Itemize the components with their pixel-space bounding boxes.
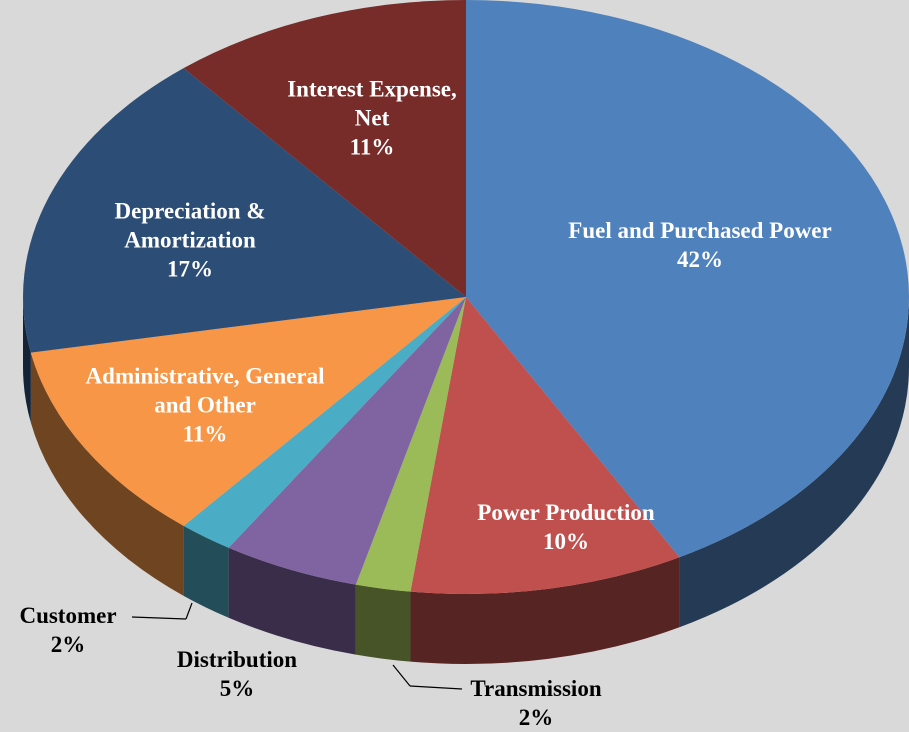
slice-side <box>410 557 680 664</box>
slice <box>183 0 467 297</box>
category-label: Customer <box>19 603 117 628</box>
slice-side <box>228 547 356 655</box>
slice-label: Fuel and Purchased Power 42% <box>560 216 840 274</box>
slice-side <box>23 297 31 423</box>
slice-label: Administrative, General and Other 11% <box>65 362 345 449</box>
leader-line <box>409 685 463 690</box>
slice-side <box>183 525 229 618</box>
value-label: 17% <box>167 256 213 282</box>
leader-line <box>392 664 411 687</box>
value-label: 42% <box>677 247 723 272</box>
category-label: Depreciation & Amortization <box>114 198 266 253</box>
slice-side <box>30 352 184 596</box>
value-label: 2% <box>518 705 554 730</box>
slice-label: Interest Expense, Net 11% <box>272 75 472 162</box>
slice-side <box>679 297 909 628</box>
slice-label: Power Production 10% <box>426 498 706 556</box>
value-label: 11% <box>349 134 395 160</box>
slice <box>183 297 467 548</box>
category-label: Administrative, General and Other <box>85 363 325 418</box>
pie-sides <box>23 297 909 664</box>
slice-label: Customer 2% <box>0 601 208 659</box>
slice <box>30 297 467 526</box>
slice <box>228 297 466 585</box>
slice <box>466 0 909 558</box>
slice-label: Transmission 2% <box>396 674 676 732</box>
slice <box>410 297 680 594</box>
leader-line <box>185 602 193 620</box>
value-label: 11% <box>182 421 228 447</box>
value-label: 10% <box>543 529 589 554</box>
category-label: Interest Expense, Net <box>287 76 457 131</box>
category-label: Power Production <box>477 500 655 525</box>
category-label: Fuel and Purchased Power <box>568 218 832 243</box>
slice-side <box>355 584 411 662</box>
slice-label: Distribution 5% <box>97 645 377 703</box>
category-label: Transmission <box>470 676 602 701</box>
slice <box>355 297 466 592</box>
pie-tops <box>22 0 909 594</box>
slice-label: Depreciation & Amortization 17% <box>70 197 310 284</box>
value-label: 5% <box>219 676 255 701</box>
slice <box>22 68 466 353</box>
value-label: 2% <box>50 632 86 657</box>
category-label: Distribution <box>176 647 298 672</box>
leader-line <box>131 616 187 620</box>
